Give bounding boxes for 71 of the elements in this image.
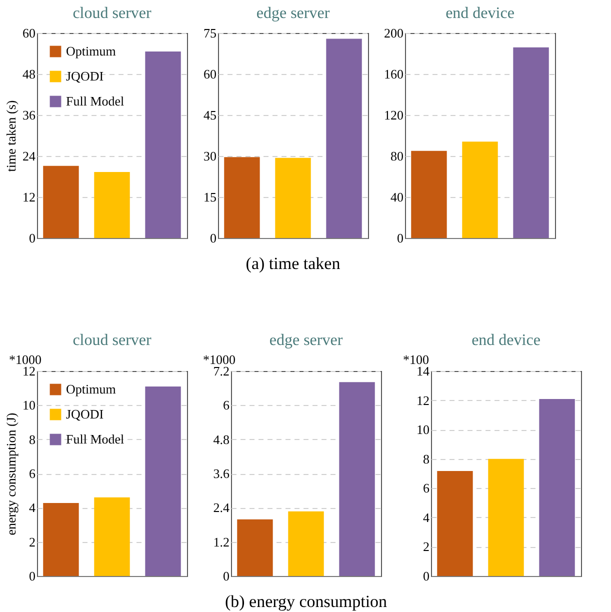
y-tick-label: 0 xyxy=(397,230,404,246)
bar xyxy=(94,497,130,576)
y-tick-label: 75 xyxy=(204,26,216,40)
y-tick-label: 3.6 xyxy=(213,466,230,481)
legend-label: JQODI xyxy=(66,406,104,422)
chart-title: cloud server xyxy=(72,332,152,349)
bar xyxy=(462,142,498,238)
chart-title: edge server xyxy=(256,5,330,22)
y-tick-label: 4 xyxy=(29,500,36,516)
legend-label: Full Model xyxy=(66,94,125,108)
bar xyxy=(224,157,260,238)
legend-label: JQODI xyxy=(66,68,104,84)
bar xyxy=(513,47,549,238)
bar xyxy=(326,38,362,238)
y-tick-label: 120 xyxy=(384,108,404,122)
y-tick-label: 10 xyxy=(22,398,36,413)
bar xyxy=(539,398,575,576)
bar xyxy=(43,166,79,238)
chart-title: edge server xyxy=(269,332,344,349)
text: (b) energy consumption xyxy=(224,592,388,611)
bar xyxy=(43,503,79,576)
y-tick-label: 6 xyxy=(423,480,430,496)
y-tick-label: 12 xyxy=(416,392,430,408)
text: (a) time taken xyxy=(246,254,341,273)
y-tick-label: 80 xyxy=(390,148,404,164)
bar xyxy=(288,511,324,576)
y-tick-label: 2.4 xyxy=(213,500,230,516)
y-tick-label: 12 xyxy=(22,190,36,204)
chart-title: cloud server xyxy=(72,5,152,22)
y-tick-label: 10 xyxy=(416,422,430,438)
bar xyxy=(339,382,375,576)
bar xyxy=(411,150,447,238)
y-tick-label: 6 xyxy=(223,398,230,413)
y-tick-label: 30 xyxy=(204,148,216,164)
y-tick-label: 2 xyxy=(29,534,36,550)
y-tick-label: 160 xyxy=(384,66,404,82)
bar xyxy=(275,158,311,238)
y-tick-label: 1.2 xyxy=(213,534,230,550)
y-tick-label: 0 xyxy=(423,568,430,584)
chart-title: end device xyxy=(446,5,514,22)
bar xyxy=(237,519,273,576)
bar xyxy=(94,172,130,238)
y-tick-label: 6 xyxy=(29,466,36,481)
y-tick-label: 45 xyxy=(204,108,216,122)
y-tick-label: 8 xyxy=(29,432,36,447)
y-tick-label: 48 xyxy=(22,66,36,82)
bar xyxy=(488,458,524,576)
y-axis-title: time taken (s) xyxy=(4,100,18,172)
y-tick-label: 2 xyxy=(423,539,430,554)
y-tick-label: 200 xyxy=(384,26,404,40)
y-tick-label: 4 xyxy=(423,510,430,525)
y-tick-label: 0 xyxy=(29,568,36,584)
y-tick-label: 0 xyxy=(223,568,230,584)
legend-label: Optimum xyxy=(66,44,116,58)
y-axis-title: energy consumption (J) xyxy=(4,412,18,536)
y-tick-label: 40 xyxy=(390,190,404,204)
y-tick-label: 0 xyxy=(210,230,216,246)
y-tick-label: 8 xyxy=(423,451,430,466)
y-tick-label: 15 xyxy=(204,190,216,204)
y-tick-label: 24 xyxy=(22,148,36,164)
legend-label: Optimum xyxy=(66,382,116,396)
y-tick-label: 60 xyxy=(204,66,216,82)
y-tick-label: 36 xyxy=(22,108,36,122)
y-tick-label: 0 xyxy=(29,230,36,246)
y-tick-label: 60 xyxy=(22,26,36,40)
legend-label: Full Model xyxy=(66,432,125,446)
chart-title: end device xyxy=(472,332,540,349)
y-tick-label: 4.8 xyxy=(213,432,230,447)
bar xyxy=(145,51,181,238)
bar xyxy=(145,386,181,576)
bar xyxy=(437,471,473,576)
